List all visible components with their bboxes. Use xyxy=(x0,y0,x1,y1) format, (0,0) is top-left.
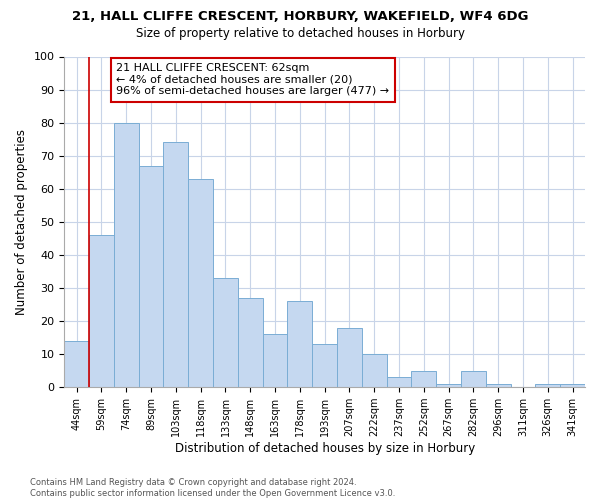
Bar xyxy=(412,370,436,387)
Bar xyxy=(461,370,486,387)
Bar xyxy=(114,122,139,387)
Bar xyxy=(337,328,362,387)
Bar xyxy=(486,384,511,387)
Bar xyxy=(386,378,412,387)
Bar xyxy=(560,384,585,387)
Bar xyxy=(362,354,386,387)
Bar xyxy=(238,298,263,387)
Bar xyxy=(263,334,287,387)
Text: Size of property relative to detached houses in Horbury: Size of property relative to detached ho… xyxy=(136,28,464,40)
Bar xyxy=(163,142,188,387)
Text: 21 HALL CLIFFE CRESCENT: 62sqm
← 4% of detached houses are smaller (20)
96% of s: 21 HALL CLIFFE CRESCENT: 62sqm ← 4% of d… xyxy=(116,63,389,96)
Bar xyxy=(287,301,312,387)
Text: 21, HALL CLIFFE CRESCENT, HORBURY, WAKEFIELD, WF4 6DG: 21, HALL CLIFFE CRESCENT, HORBURY, WAKEF… xyxy=(72,10,528,23)
Bar xyxy=(139,166,163,387)
Y-axis label: Number of detached properties: Number of detached properties xyxy=(15,129,28,315)
Bar xyxy=(213,278,238,387)
X-axis label: Distribution of detached houses by size in Horbury: Distribution of detached houses by size … xyxy=(175,442,475,455)
Bar xyxy=(89,235,114,387)
Bar xyxy=(535,384,560,387)
Text: Contains HM Land Registry data © Crown copyright and database right 2024.
Contai: Contains HM Land Registry data © Crown c… xyxy=(30,478,395,498)
Bar xyxy=(64,341,89,387)
Bar xyxy=(312,344,337,387)
Bar xyxy=(188,179,213,387)
Bar xyxy=(436,384,461,387)
